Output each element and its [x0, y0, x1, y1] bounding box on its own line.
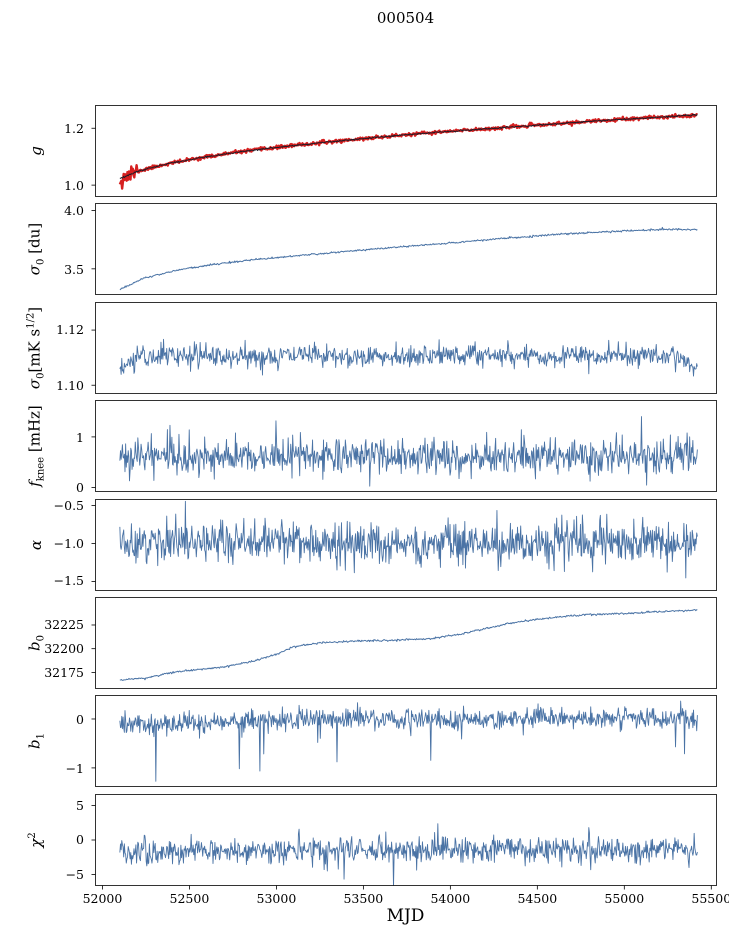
- subplot: b1 −1 0: [0, 695, 729, 795]
- plot-canvas: [90, 400, 719, 498]
- y-tick-label: 32200: [44, 641, 84, 657]
- x-tick-label: 54500: [517, 890, 558, 906]
- plot-canvas: [90, 498, 719, 596]
- x-tick-label: 54000: [430, 890, 471, 906]
- y-tick-label: 1.10: [56, 377, 84, 393]
- x-tick-label: 52000: [82, 890, 123, 906]
- plot-canvas: [90, 301, 719, 399]
- plot-canvas: [90, 203, 719, 301]
- plot-canvas: [90, 105, 719, 202]
- y-tick-label: 4.0: [64, 203, 84, 219]
- subplot: χ2 −5 0 5 52000 52500 53000 53500 54000 54500 550…: [0, 793, 729, 906]
- x-tick-label: 53500: [343, 890, 384, 906]
- y-tick-label: −0.5: [53, 497, 84, 513]
- figure-title: 000504: [376, 9, 435, 27]
- y-tick-label: −1: [65, 760, 84, 776]
- subplot: b0 32175 32200 32225: [0, 597, 729, 697]
- subplot: σ0 [du] 3.5 4.0: [0, 203, 729, 303]
- y-tick-label: 3.5: [64, 261, 84, 277]
- subplot: fknee [mHz] 0 1: [0, 400, 729, 500]
- y-tick-label: −5: [65, 866, 84, 882]
- y-tick-label: 0: [76, 832, 84, 848]
- x-tick-label: 53000: [256, 890, 297, 906]
- subplot: g 1.0 1.2: [0, 105, 729, 205]
- y-tick-label: −1.5: [53, 573, 84, 589]
- y-tick-label: 32225: [44, 617, 84, 633]
- x-tick-label: 55500: [691, 890, 729, 906]
- y-axis-label: g: [27, 146, 45, 156]
- y-tick-label: 0: [76, 711, 84, 727]
- plot-canvas: [90, 695, 719, 793]
- x-tick-label: 55000: [604, 890, 645, 906]
- y-tick-label: 1.12: [56, 322, 84, 338]
- y-tick-label: 32175: [44, 664, 84, 680]
- plot-canvas: [90, 793, 719, 891]
- x-axis-title: MJD: [386, 906, 425, 926]
- y-tick-label: 5: [76, 797, 84, 813]
- y-tick-label: 0: [76, 480, 84, 496]
- y-tick-label: 1.0: [64, 177, 84, 193]
- y-tick-label: 1.2: [64, 120, 84, 136]
- y-axis-label: b1: [25, 733, 47, 750]
- subplot: σ0[mK s1/2] 1.10 1.12: [0, 301, 729, 402]
- plot-canvas: [90, 597, 719, 694]
- x-tick-label: 52500: [169, 890, 210, 906]
- subplot: α −1.5 −1.0 −0.5: [0, 497, 729, 599]
- y-tick-label: 1: [76, 429, 84, 445]
- y-axis-label: fknee [mHz]: [25, 405, 47, 487]
- y-tick-label: −1.0: [53, 535, 84, 551]
